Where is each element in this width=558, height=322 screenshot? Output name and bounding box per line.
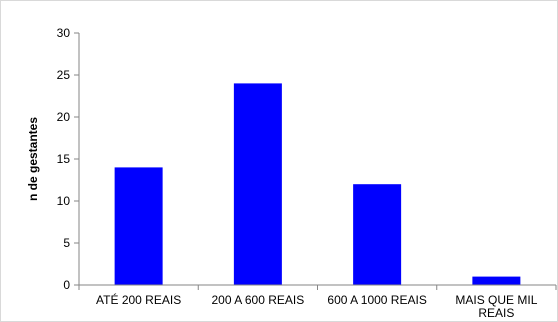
y-tick-label: 10 [57,194,71,208]
bar [233,83,282,286]
y-tick-label: 15 [57,152,71,166]
x-tick-label: MAIS QUE MIL REAIS [455,293,537,320]
bar [353,184,402,285]
x-tick-label: 200 A 600 REAIS [212,293,305,307]
y-axis-label: n de gestantes [26,117,40,201]
bar [472,276,521,285]
x-tick-label: 600 A 1000 REAIS [327,293,426,307]
y-tick-label: 5 [63,236,70,250]
x-tick-label: ATÉ 200 REAIS [96,292,181,307]
bar [114,167,163,285]
y-tick-label: 0 [63,278,70,292]
y-tick-label: 20 [57,110,71,124]
y-tick-label: 25 [57,68,71,82]
y-tick-label: 30 [57,26,71,40]
